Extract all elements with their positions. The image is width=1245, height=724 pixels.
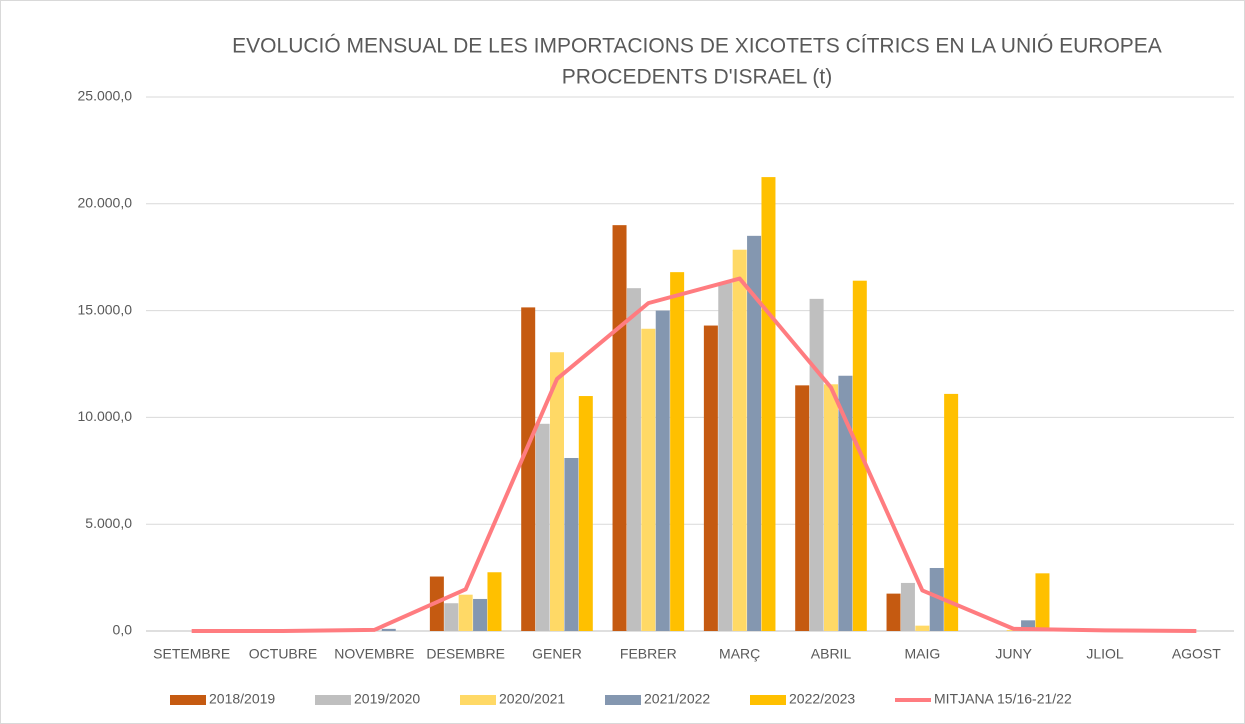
x-tick-label: SETEMBRE [153, 646, 230, 662]
legend-label: MITJANA 15/16-21/22 [934, 691, 1072, 707]
x-tick-label: FEBRER [620, 646, 677, 662]
legend-label: 2019/2020 [354, 691, 420, 707]
bar [655, 310, 670, 631]
x-tick-label: NOVEMBRE [334, 646, 414, 662]
chart-title: EVOLUCIÓ MENSUAL DE LES IMPORTACIONS DE … [232, 35, 1162, 58]
x-tick-label: OCTUBRE [249, 646, 317, 662]
y-tick-label: 0,0 [113, 622, 133, 638]
chart-title: PROCEDENTS D'ISRAEL (t) [562, 66, 832, 89]
bar [1021, 620, 1036, 631]
x-tick-label: JUNY [995, 646, 1032, 662]
legend-swatch [170, 695, 206, 705]
legend-label: 2022/2023 [789, 691, 855, 707]
bar [809, 298, 824, 631]
x-tick-label: AGOST [1172, 646, 1221, 662]
x-tick-label: DESEMBRE [426, 646, 505, 662]
x-tick-label: GENER [532, 646, 582, 662]
legend-swatch [460, 695, 496, 705]
bar [535, 423, 550, 631]
legend-label: 2020/2021 [499, 691, 565, 707]
bar [747, 235, 762, 631]
bar [886, 593, 901, 631]
bar [444, 603, 459, 631]
bar [1035, 573, 1050, 631]
legend-swatch [750, 695, 786, 705]
y-tick-label: 10.000,0 [78, 408, 133, 424]
y-tick-label: 20.000,0 [78, 195, 133, 211]
bar [703, 325, 718, 631]
x-tick-label: ABRIL [811, 646, 852, 662]
bar [795, 385, 810, 631]
legend-swatch [605, 695, 641, 705]
legend-label: 2021/2022 [644, 691, 710, 707]
bar [626, 288, 641, 631]
bar [612, 225, 627, 631]
bar [458, 594, 473, 631]
bar [670, 272, 685, 631]
bar [381, 628, 396, 631]
bar [718, 282, 733, 631]
bar [929, 567, 944, 631]
bar [915, 625, 930, 631]
bar [473, 598, 488, 631]
bar [732, 249, 747, 631]
bar [521, 307, 536, 631]
bar [824, 384, 838, 631]
bar [564, 457, 579, 631]
bar [487, 572, 502, 631]
bar [838, 375, 853, 631]
bar [578, 396, 593, 631]
x-tick-label: MAIG [904, 646, 940, 662]
legend-swatch [315, 695, 351, 705]
bar [761, 177, 776, 631]
y-tick-label: 5.000,0 [85, 515, 132, 531]
x-tick-label: MARÇ [719, 646, 760, 662]
x-tick-label: JLIOL [1086, 646, 1124, 662]
bar [900, 582, 915, 631]
legend-label: 2018/2019 [209, 691, 275, 707]
y-tick-label: 15.000,0 [78, 301, 133, 317]
bar [550, 352, 564, 631]
bar [944, 393, 959, 631]
line [191, 276, 1197, 633]
bar [641, 328, 656, 631]
y-tick-label: 25.000,0 [78, 88, 133, 104]
